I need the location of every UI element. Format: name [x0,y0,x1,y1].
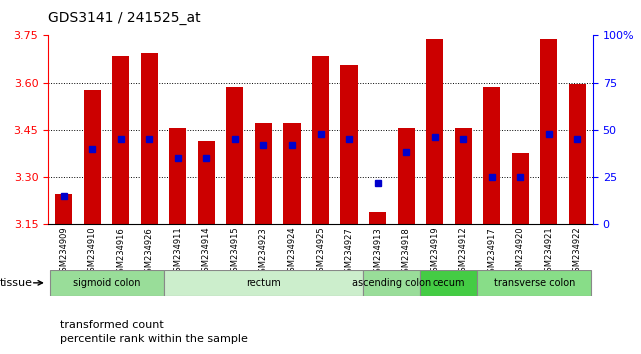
Bar [55,194,72,224]
Bar [369,211,386,224]
Text: ascending colon: ascending colon [352,278,431,288]
Bar [426,39,443,224]
Bar [49,270,163,296]
Text: GDS3141 / 241525_at: GDS3141 / 241525_at [48,11,201,25]
Bar [397,128,415,224]
Bar [540,39,557,224]
Bar [283,124,301,224]
Bar [226,87,244,224]
Text: tissue: tissue [0,278,33,288]
Bar [312,56,329,224]
Text: sigmoid colon: sigmoid colon [73,278,140,288]
Text: cecum: cecum [433,278,465,288]
Bar [340,65,358,224]
Text: percentile rank within the sample: percentile rank within the sample [60,334,247,344]
Bar [84,90,101,224]
Bar [569,84,586,224]
Bar [255,124,272,224]
Bar [163,270,363,296]
Bar [454,128,472,224]
Text: transverse colon: transverse colon [494,278,575,288]
Bar [198,141,215,224]
Bar [420,270,478,296]
Bar [169,128,187,224]
Bar [483,87,500,224]
Bar [478,270,592,296]
Bar [112,56,129,224]
Bar [363,270,420,296]
Text: transformed count: transformed count [60,320,163,330]
Text: rectum: rectum [246,278,281,288]
Bar [141,53,158,224]
Bar [512,153,529,224]
